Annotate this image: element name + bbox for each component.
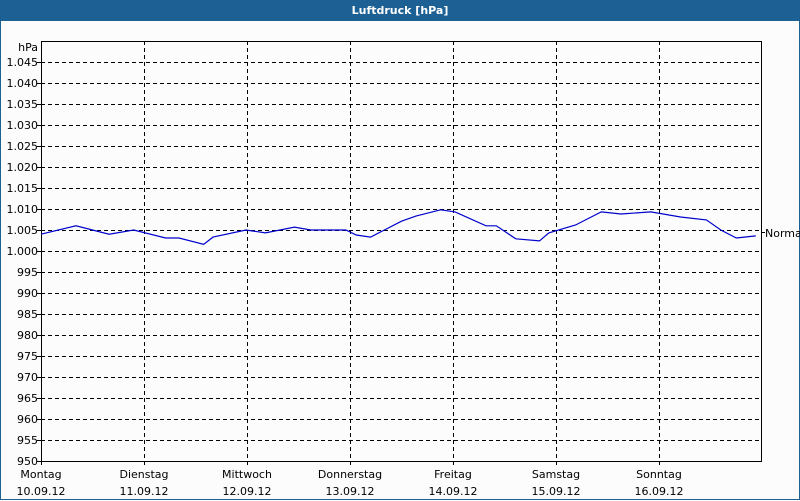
- x-tick-date-label: 10.09.12: [17, 485, 66, 498]
- reference-label: Normal: [765, 227, 800, 240]
- x-tick-date-label: 15.09.12: [532, 485, 581, 498]
- x-tick-day-label: Donnerstag: [318, 468, 382, 481]
- y-tick-label: 965: [17, 392, 38, 405]
- y-tick-label: 1.045: [7, 56, 39, 69]
- x-tick-day-label: Dienstag: [119, 468, 168, 481]
- y-tick-label: 990: [17, 287, 38, 300]
- y-tick-label: 955: [17, 434, 38, 447]
- y-tick-label: 950: [17, 455, 38, 468]
- y-tick-label: 1.035: [7, 98, 39, 111]
- y-tick-label: 1.015: [7, 182, 39, 195]
- y-tick-label: 985: [17, 308, 38, 321]
- y-tick-label: 1.020: [7, 161, 39, 174]
- x-tick-day-label: Montag: [20, 468, 61, 481]
- y-axis-unit-label: hPa: [18, 41, 38, 54]
- x-tick-day-label: Samstag: [532, 468, 580, 481]
- window-title: Luftdruck [hPa]: [1, 1, 799, 21]
- x-tick-day-label: Freitag: [434, 468, 472, 481]
- y-tick-label: 1.030: [7, 119, 39, 132]
- y-tick-label: 1.025: [7, 140, 39, 153]
- y-tick-label: 1.040: [7, 77, 39, 90]
- x-tick-date-label: 16.09.12: [635, 485, 684, 498]
- y-tick-label: 960: [17, 413, 38, 426]
- x-tick-date-label: 14.09.12: [429, 485, 478, 498]
- y-tick-label: 995: [17, 266, 38, 279]
- x-tick-date-label: 11.09.12: [120, 485, 169, 498]
- y-tick-label: 975: [17, 350, 38, 363]
- y-tick-label: 1.010: [7, 203, 39, 216]
- y-tick-label: 1.000: [7, 245, 39, 258]
- y-tick-label: 980: [17, 329, 38, 342]
- x-tick-day-label: Mittwoch: [222, 468, 272, 481]
- data-line-luftdruck: [40, 209, 756, 245]
- x-tick-date-label: 12.09.12: [223, 485, 272, 498]
- y-tick-label: 970: [17, 371, 38, 384]
- y-tick-label: 1.005: [7, 224, 39, 237]
- plot-frame: [41, 41, 762, 462]
- x-tick-date-label: 13.09.12: [326, 485, 375, 498]
- x-tick-day-label: Sonntag: [636, 468, 682, 481]
